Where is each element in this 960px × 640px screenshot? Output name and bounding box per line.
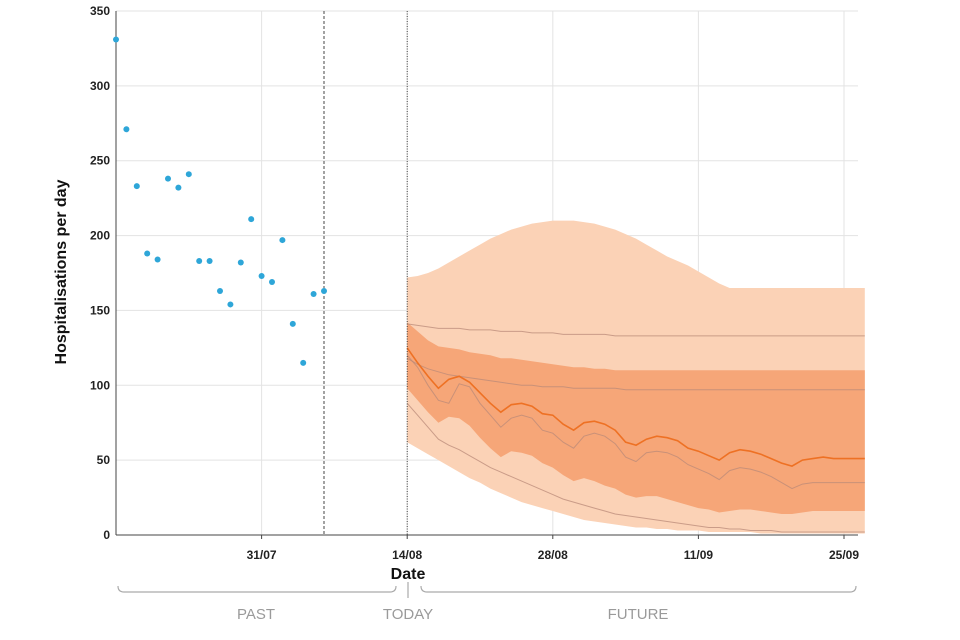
projection-lines [406,323,865,533]
observed-point [144,250,151,257]
band-50 [407,322,865,514]
observed-point [123,126,130,133]
observed-point [113,36,119,43]
scenario-line-2 [406,357,865,391]
x-tick-label: 28/08 [538,548,568,562]
y-tick-label: 100 [90,378,110,392]
observed-point [217,287,223,294]
observed-point [165,175,171,182]
y-tick-label: 300 [90,79,110,93]
observed-point [227,301,234,308]
y-tick-label: 50 [97,453,111,467]
x-tick-label: 25/09 [829,548,859,562]
axes [115,11,858,539]
observed-point [321,287,327,294]
y-tick-label: 350 [90,4,110,18]
x-axis-title: Date [391,566,426,583]
y-tick-label: 150 [90,303,110,317]
observed-point [133,183,140,190]
observed-point [237,259,244,266]
future-label: FUTURE [608,606,669,623]
past-label: PAST [237,606,275,623]
period-brackets [117,582,857,598]
y-tick-label: 200 [90,229,110,243]
today-label: TODAY [383,606,433,623]
observed-point [175,184,182,191]
median-line [406,347,865,467]
observed-points [113,36,327,366]
x-tick-label: 31/07 [247,548,277,562]
reference-lines [323,11,408,535]
x-tick-labels: 31/07 14/08 28/08 11/09 25/09 [247,548,860,562]
scenario-line-4 [406,402,865,533]
projection-bands [407,220,865,534]
observed-point [185,171,192,178]
future-bracket [420,585,857,593]
observed-point [154,256,161,263]
x-tick-label: 11/09 [684,548,714,562]
observed-point [258,272,265,279]
y-tick-labels: 0 50 100 150 200 250 300 350 [90,4,110,542]
observed-point [300,359,307,366]
observed-point [206,258,213,265]
observed-point [289,320,296,327]
scenario-line-1 [407,323,865,337]
x-tick-label: 14/08 [392,548,422,562]
y-tick-label: 250 [90,154,110,168]
observed-point [269,278,275,285]
observed-point [279,237,286,244]
observed-point [310,290,317,297]
past-bracket [117,585,397,593]
observed-point [196,258,203,265]
y-tick-label: 0 [103,528,110,542]
scenario-line-3 [406,354,865,490]
observed-point [248,216,255,223]
y-axis-title: Hospitalisations per day [53,179,70,364]
